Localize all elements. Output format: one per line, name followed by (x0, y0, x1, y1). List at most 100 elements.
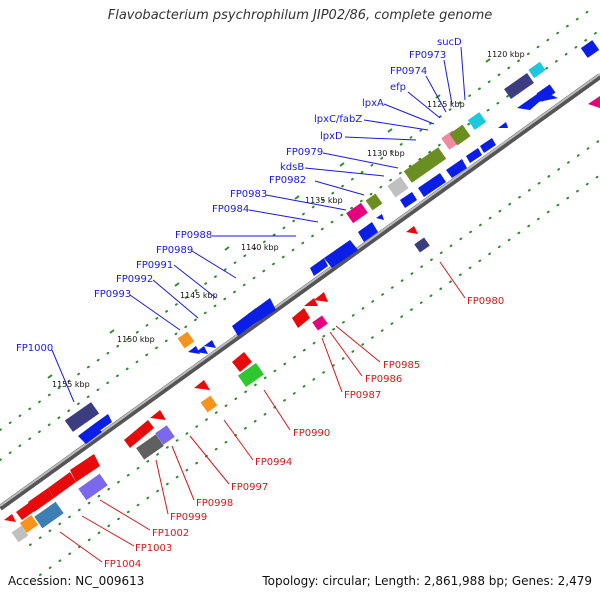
kbp-label: 1135 kbp (305, 196, 343, 205)
gene-block[interactable] (536, 84, 556, 102)
gene-label-rev[interactable]: FP0986 (365, 374, 402, 385)
gene-label-fwd[interactable]: FP0982 (269, 175, 306, 186)
gene-arrow[interactable] (376, 214, 384, 220)
gene-block[interactable] (64, 402, 100, 432)
gene-label-fwd[interactable]: FP0984 (212, 204, 249, 215)
gene-label-rev[interactable]: FP0997 (231, 482, 268, 493)
gene-arrow[interactable] (70, 454, 100, 482)
gene-block[interactable] (467, 112, 487, 130)
gene-arrow[interactable] (196, 346, 208, 354)
gene-label-fwd[interactable]: FP0992 (116, 274, 153, 285)
map-title: Flavobacterium psychrophilum JIP02/86, c… (107, 8, 493, 23)
gene-label-fwd[interactable]: lpxD (320, 131, 343, 142)
gene-arrow[interactable] (358, 222, 378, 242)
gene-block[interactable] (19, 515, 39, 533)
gene-label-rev[interactable]: FP1003 (135, 543, 172, 554)
gene-block[interactable] (387, 176, 409, 198)
gene-arrow[interactable] (324, 240, 358, 268)
gene-label-fwd[interactable]: FP0973 (409, 50, 446, 61)
gene-arrow[interactable] (314, 292, 328, 302)
gene-block[interactable] (504, 73, 534, 99)
gene-arrow[interactable] (292, 308, 310, 328)
genome-backbone (0, 73, 600, 511)
gene-block[interactable] (365, 193, 383, 211)
gene-arrow[interactable] (400, 192, 417, 208)
gene-arrow[interactable] (480, 138, 496, 153)
gene-arrow[interactable] (4, 514, 16, 522)
reverse-leader-lines (59, 261, 466, 563)
kbp-label: 1140 kbp (241, 243, 279, 252)
gene-block[interactable] (580, 40, 600, 58)
gene-label-rev[interactable]: FP0980 (467, 296, 504, 307)
gene-block[interactable] (346, 202, 368, 224)
gene-label-fwd[interactable]: FP1000 (16, 343, 53, 354)
gene-arrow[interactable] (310, 258, 328, 276)
gene-arrow[interactable] (124, 430, 142, 448)
gene-block[interactable] (11, 525, 29, 543)
gene-block[interactable] (312, 315, 328, 331)
topology-text: Topology: circular; Length: 2,861,988 bp… (262, 574, 592, 588)
gene-arrow[interactable] (588, 96, 600, 108)
gene-label-fwd[interactable]: lpxC/fabZ (314, 114, 362, 125)
gene-block[interactable] (78, 473, 108, 501)
gene-label-fwd[interactable]: sucD (437, 37, 462, 48)
gene-label-fwd[interactable]: FP0989 (156, 245, 193, 256)
kbp-label: 1130 kbp (367, 149, 405, 158)
gene-block[interactable] (528, 61, 546, 79)
gene-label-rev[interactable]: FP0998 (196, 498, 233, 509)
gene-arrow[interactable] (204, 340, 216, 348)
kbp-label: 1120 kbp (487, 50, 525, 59)
kbp-label: 1125 kbp (427, 100, 465, 109)
gene-block[interactable] (449, 124, 471, 146)
gene-block[interactable] (177, 331, 195, 349)
track-dots (0, 9, 600, 576)
gene-arrow[interactable] (94, 414, 112, 432)
gene-block[interactable] (403, 147, 447, 183)
gene-arrow[interactable] (406, 226, 418, 234)
gene-block[interactable] (34, 501, 64, 529)
gene-arrow[interactable] (248, 298, 276, 324)
gene-label-rev[interactable]: FP1004 (104, 559, 141, 570)
gene-label-fwd[interactable]: lpxA (362, 98, 384, 109)
gene-label-rev[interactable]: FP1002 (152, 528, 189, 539)
gene-label-rev[interactable]: FP0999 (170, 512, 207, 523)
gene-block[interactable] (155, 425, 175, 445)
kbp-label: 1145 kbp (180, 291, 218, 300)
kbp-ticks (47, 58, 491, 379)
gene-arrow[interactable] (466, 148, 482, 163)
gene-label-fwd[interactable]: FP0983 (230, 189, 267, 200)
gene-label-rev[interactable]: FP0985 (383, 360, 420, 371)
gene-arrow[interactable] (28, 488, 54, 512)
gene-label-rev[interactable]: FP0987 (344, 390, 381, 401)
gene-block[interactable] (237, 362, 265, 388)
gene-label-fwd[interactable]: FP0991 (136, 260, 173, 271)
gene-block[interactable] (200, 395, 218, 413)
gene-label-rev[interactable]: FP0994 (255, 457, 292, 468)
gene-block[interactable] (136, 434, 164, 460)
forward-features[interactable] (64, 40, 600, 444)
gene-arrow[interactable] (136, 420, 154, 438)
gene-label-fwd[interactable]: FP0979 (286, 147, 323, 158)
gene-arrow[interactable] (232, 352, 252, 372)
gene-arrow[interactable] (48, 472, 76, 498)
gene-arrow[interactable] (498, 122, 508, 128)
gene-arrow[interactable] (150, 410, 166, 420)
gene-arrow[interactable] (78, 424, 102, 444)
gene-label-fwd[interactable]: kdsB (280, 162, 304, 173)
gene-arrow[interactable] (194, 380, 210, 390)
reverse-features[interactable] (4, 96, 600, 543)
forward-leader-lines (51, 46, 466, 403)
gene-arrow[interactable] (446, 159, 467, 178)
gene-block[interactable] (414, 237, 430, 253)
gene-label-fwd[interactable]: FP0974 (390, 66, 427, 77)
kbp-label: 1155 kbp (52, 380, 90, 389)
gene-label-fwd[interactable]: FP0988 (175, 230, 212, 241)
kbp-label: 1150 kbp (117, 335, 155, 344)
accession-text: Accession: NC_009613 (8, 574, 145, 588)
gene-label-rev[interactable]: FP0990 (293, 428, 330, 439)
gene-arrow[interactable] (418, 173, 446, 197)
gene-label-fwd[interactable]: efp (390, 82, 406, 93)
gene-label-fwd[interactable]: FP0993 (94, 289, 131, 300)
gene-arrow[interactable] (188, 346, 200, 354)
